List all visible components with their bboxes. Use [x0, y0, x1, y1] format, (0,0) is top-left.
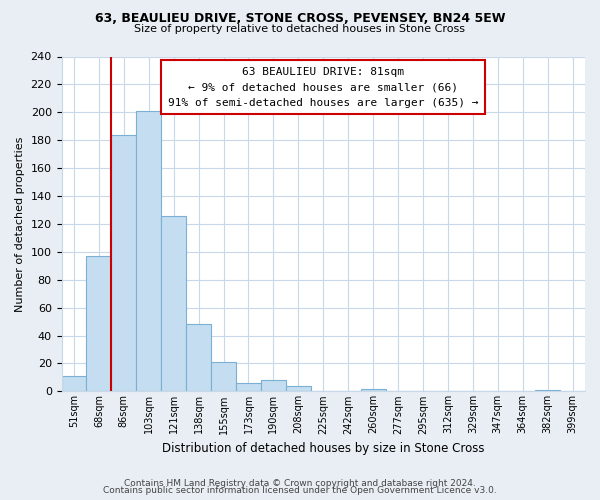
Bar	[136, 111, 161, 392]
Bar	[62, 376, 86, 392]
X-axis label: Distribution of detached houses by size in Stone Cross: Distribution of detached houses by size …	[162, 442, 485, 455]
Text: Size of property relative to detached houses in Stone Cross: Size of property relative to detached ho…	[134, 24, 466, 34]
Bar	[535, 390, 560, 392]
Bar	[361, 388, 386, 392]
Y-axis label: Number of detached properties: Number of detached properties	[15, 136, 25, 312]
Text: Contains public sector information licensed under the Open Government Licence v3: Contains public sector information licen…	[103, 486, 497, 495]
Bar	[261, 380, 286, 392]
Bar	[86, 256, 112, 392]
Text: 63 BEAULIEU DRIVE: 81sqm
← 9% of detached houses are smaller (66)
91% of semi-de: 63 BEAULIEU DRIVE: 81sqm ← 9% of detache…	[168, 66, 479, 108]
Bar	[161, 216, 186, 392]
Bar	[112, 134, 136, 392]
Bar	[186, 324, 211, 392]
Text: 63, BEAULIEU DRIVE, STONE CROSS, PEVENSEY, BN24 5EW: 63, BEAULIEU DRIVE, STONE CROSS, PEVENSE…	[95, 12, 505, 26]
Bar	[286, 386, 311, 392]
Bar	[236, 383, 261, 392]
Bar	[211, 362, 236, 392]
Text: Contains HM Land Registry data © Crown copyright and database right 2024.: Contains HM Land Registry data © Crown c…	[124, 478, 476, 488]
